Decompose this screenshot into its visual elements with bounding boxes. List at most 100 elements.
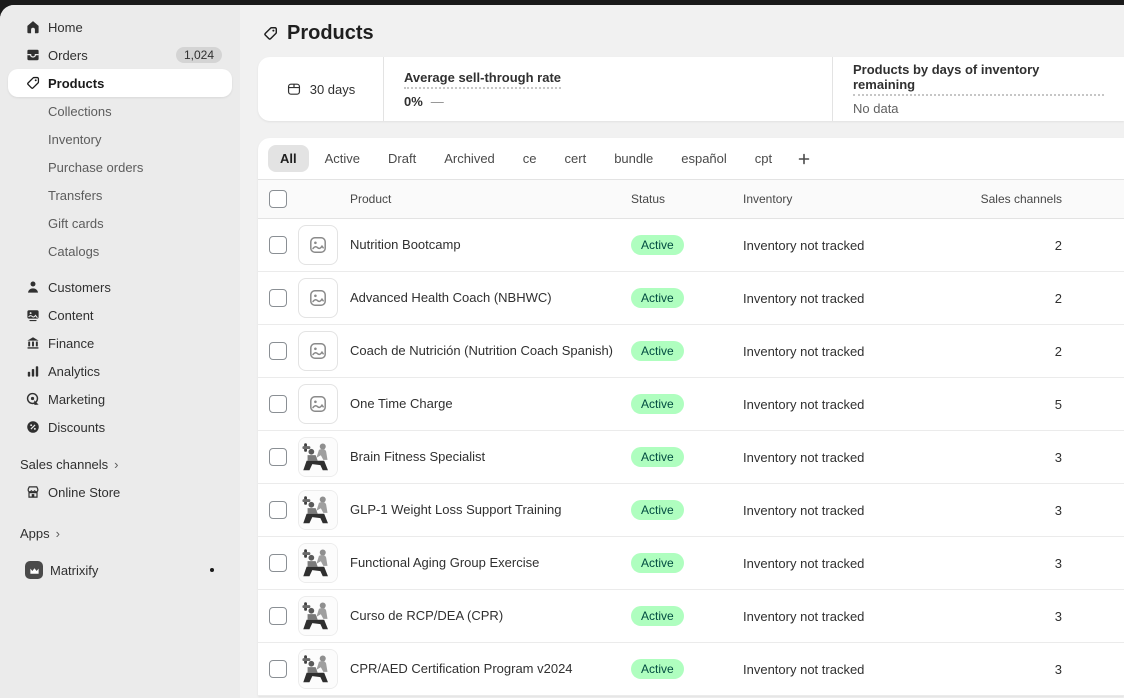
sidebar-item-inventory[interactable]: Inventory — [8, 125, 232, 153]
analytics-bars-icon — [25, 363, 41, 379]
row-checkbox[interactable] — [269, 448, 287, 466]
row-checkbox[interactable] — [269, 554, 287, 572]
sidebar-item-gift-cards[interactable]: Gift cards — [8, 209, 232, 237]
sidebar-item-products[interactable]: Products — [8, 69, 232, 97]
row-checkbox[interactable] — [269, 660, 287, 678]
product-row[interactable]: One Time Charge Active Inventory not tra… — [258, 378, 1124, 431]
content-icon — [25, 307, 41, 323]
product-row[interactable]: Functional Aging Group Exercise Active I… — [258, 537, 1124, 590]
products-tag-icon — [262, 25, 279, 42]
product-thumbnail — [298, 490, 338, 530]
product-name[interactable]: Brain Fitness Specialist — [350, 448, 486, 464]
sidebar-item-purchase-orders[interactable]: Purchase orders — [8, 153, 232, 181]
sidebar-item-catalogs[interactable]: Catalogs — [8, 237, 232, 265]
status-badge: Active — [631, 500, 684, 520]
product-row[interactable]: Advanced Health Coach (NBHWC) Active Inv… — [258, 272, 1124, 325]
row-checkbox[interactable] — [269, 236, 287, 254]
product-row[interactable]: CPR/AED Certification Program v2024 Acti… — [258, 643, 1124, 696]
product-thumbnail — [298, 437, 338, 477]
metric-sell-through: Average sell-through rate 0% — — [384, 57, 833, 121]
product-row[interactable]: Brain Fitness Specialist Active Inventor… — [258, 431, 1124, 484]
sidebar-item-label: Inventory — [48, 131, 102, 147]
product-name[interactable]: One Time Charge — [350, 395, 453, 411]
product-name[interactable]: Nutrition Bootcamp — [350, 236, 461, 252]
tab-active[interactable]: Active — [324, 151, 361, 166]
row-cell-status: Active — [631, 500, 743, 520]
apps-header[interactable]: Apps › — [0, 519, 240, 547]
sales-channels-cell: 3 — [1054, 502, 1062, 518]
sidebar-item-analytics[interactable]: Analytics — [8, 357, 232, 385]
image-placeholder-icon — [310, 290, 326, 306]
row-checkbox[interactable] — [269, 607, 287, 625]
product-thumbnail — [298, 384, 338, 424]
tab-archived[interactable]: Archived — [444, 151, 495, 166]
tab-ce[interactable]: ce — [522, 151, 537, 166]
row-cell-checkbox — [258, 501, 298, 519]
product-name[interactable]: CPR/AED Certification Program v2024 — [350, 660, 573, 676]
sidebar-item-home[interactable]: Home — [8, 13, 232, 41]
sidebar-item-discounts[interactable]: Discounts — [8, 413, 232, 441]
sidebar-item-matrixify[interactable]: Matrixify — [8, 556, 232, 584]
product-row[interactable]: Coach de Nutrición (Nutrition Coach Span… — [258, 325, 1124, 378]
status-badge: Active — [631, 235, 684, 255]
status-badge: Active — [631, 288, 684, 308]
sidebar-item-label: Marketing — [48, 391, 106, 407]
column-header-status[interactable]: Status — [631, 192, 666, 206]
product-row[interactable]: Nutrition Bootcamp Active Inventory not … — [258, 219, 1124, 272]
tab-cert[interactable]: cert — [564, 151, 587, 166]
row-checkbox[interactable] — [269, 395, 287, 413]
sales-channels-cell: 2 — [1054, 343, 1062, 359]
sidebar-item-content[interactable]: Content — [8, 301, 232, 329]
metric-title[interactable]: Average sell-through rate — [404, 70, 562, 89]
product-name[interactable]: Curso de RCP/DEA (CPR) — [350, 607, 504, 623]
sidebar-item-transfers[interactable]: Transfers — [8, 181, 232, 209]
metric-title[interactable]: Products by days of inventory remaining — [853, 62, 1104, 96]
tab-cpt[interactable]: cpt — [754, 151, 773, 166]
column-header-sales-channels[interactable]: Sales channels — [980, 192, 1062, 206]
customers-icon — [25, 279, 41, 295]
product-row[interactable]: Curso de RCP/DEA (CPR) Active Inventory … — [258, 590, 1124, 643]
row-cell-status: Active — [631, 235, 743, 255]
product-thumbnail — [298, 278, 338, 318]
status-badge: Active — [631, 606, 684, 626]
section-label: Sales channels — [20, 456, 109, 472]
product-name[interactable]: Coach de Nutrición (Nutrition Coach Span… — [350, 342, 614, 358]
select-all-checkbox[interactable] — [269, 190, 287, 208]
sidebar-item-collections[interactable]: Collections — [8, 97, 232, 125]
metric-value: 0% — [404, 93, 423, 109]
row-cell-checkbox — [258, 289, 298, 307]
tab-draft[interactable]: Draft — [388, 151, 417, 166]
inventory-cell: Inventory not tracked — [743, 449, 865, 465]
inventory-cell: Inventory not tracked — [743, 237, 865, 253]
sales-channels-cell: 3 — [1054, 449, 1062, 465]
product-thumbnail — [298, 596, 338, 636]
add-view-button[interactable] — [788, 146, 820, 172]
sidebar-item-marketing[interactable]: Marketing — [8, 385, 232, 413]
inventory-cell: Inventory not tracked — [743, 502, 865, 518]
row-checkbox[interactable] — [269, 289, 287, 307]
product-row[interactable]: GLP-1 Weight Loss Support Training Activ… — [258, 484, 1124, 537]
tab-all[interactable]: All — [268, 145, 309, 172]
tab-espanol[interactable]: español — [681, 151, 727, 166]
metric-value: No data — [853, 101, 899, 116]
sales-channels-header[interactable]: Sales channels › — [0, 450, 240, 478]
sidebar-item-customers[interactable]: Customers — [8, 273, 232, 301]
sidebar-item-orders[interactable]: Orders 1,024 — [8, 41, 232, 69]
product-name[interactable]: Advanced Health Coach (NBHWC) — [350, 289, 552, 305]
date-range-button[interactable]: 30 days — [258, 57, 384, 121]
row-cell-thumbnail — [298, 278, 350, 318]
column-header-inventory[interactable]: Inventory — [743, 192, 793, 206]
row-checkbox[interactable] — [269, 342, 287, 360]
row-checkbox[interactable] — [269, 501, 287, 519]
app-surface: Home Orders 1,024 Products Collections I… — [0, 5, 1124, 698]
orders-count-badge: 1,024 — [175, 47, 222, 63]
sidebar-item-online-store[interactable]: Online Store — [8, 478, 232, 506]
sidebar-item-finance[interactable]: Finance — [8, 329, 232, 357]
tab-bundle[interactable]: bundle — [614, 151, 654, 166]
product-name[interactable]: Functional Aging Group Exercise — [350, 554, 540, 570]
sales-channels-cell: 3 — [1054, 555, 1062, 571]
product-name[interactable]: GLP-1 Weight Loss Support Training — [350, 501, 562, 517]
inventory-cell: Inventory not tracked — [743, 290, 865, 306]
metric-days-of-inventory: Products by days of inventory remaining … — [833, 57, 1124, 121]
column-header-product[interactable]: Product — [350, 192, 392, 206]
